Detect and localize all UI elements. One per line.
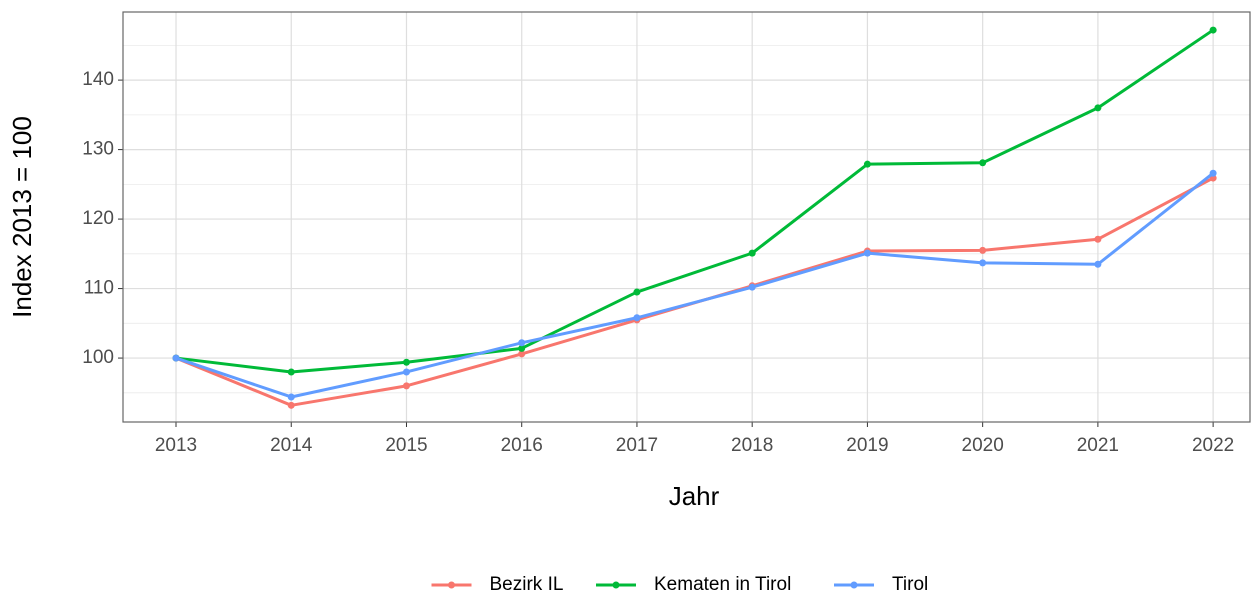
y-axis-title: Index 2013 = 100 bbox=[7, 116, 37, 318]
y-tick-label: 140 bbox=[82, 69, 114, 90]
legend-key-point bbox=[612, 581, 620, 589]
x-tick-label: 2018 bbox=[731, 435, 773, 456]
data-point bbox=[518, 339, 526, 347]
data-point bbox=[518, 350, 526, 358]
plot-border bbox=[122, 11, 1251, 423]
data-point bbox=[172, 354, 180, 362]
data-point bbox=[402, 368, 410, 376]
y-tick-label: 120 bbox=[82, 208, 114, 229]
data-point bbox=[748, 249, 756, 257]
x-tick-label: 2017 bbox=[616, 435, 658, 456]
y-tick-label: 130 bbox=[82, 139, 114, 160]
data-point bbox=[287, 401, 295, 409]
x-tick-label: 2016 bbox=[501, 435, 543, 456]
legend-key-point bbox=[448, 581, 455, 589]
data-point bbox=[518, 344, 526, 352]
x-tick-label: 2021 bbox=[1077, 435, 1119, 456]
data-point bbox=[1094, 235, 1102, 243]
data-point bbox=[287, 393, 295, 401]
x-axis-title: Jahr bbox=[669, 481, 720, 511]
data-point bbox=[979, 259, 987, 267]
legend-label: Tirol bbox=[892, 574, 928, 595]
series-line bbox=[175, 28, 1214, 374]
y-tick-label: 110 bbox=[84, 278, 114, 299]
data-point bbox=[979, 159, 987, 167]
data-point bbox=[633, 288, 641, 296]
data-point bbox=[1209, 26, 1217, 34]
x-tick-label: 2014 bbox=[270, 435, 313, 456]
y-tick-label: 100 bbox=[82, 347, 114, 368]
data-point bbox=[633, 314, 641, 322]
data-point bbox=[1094, 260, 1102, 268]
data-point bbox=[402, 358, 410, 366]
series-line bbox=[175, 172, 1215, 399]
data-point bbox=[748, 283, 756, 291]
data-point bbox=[979, 246, 987, 254]
data-point bbox=[1209, 169, 1217, 177]
legend-label: Kematen in Tirol bbox=[654, 574, 791, 595]
x-tick-label: 2022 bbox=[1192, 435, 1234, 456]
legend-key-point bbox=[850, 581, 858, 589]
data-point bbox=[287, 368, 295, 376]
x-tick-label: 2015 bbox=[385, 435, 427, 456]
x-tick-label: 2019 bbox=[846, 435, 888, 456]
x-tick-label: 2020 bbox=[962, 435, 1004, 456]
data-point bbox=[1094, 104, 1102, 112]
x-tick-label: 2013 bbox=[155, 435, 197, 456]
data-point bbox=[863, 249, 871, 257]
series-line bbox=[175, 176, 1214, 407]
legend-label: Bezirk IL bbox=[490, 574, 564, 595]
data-point bbox=[402, 382, 410, 390]
data-point bbox=[863, 160, 871, 168]
